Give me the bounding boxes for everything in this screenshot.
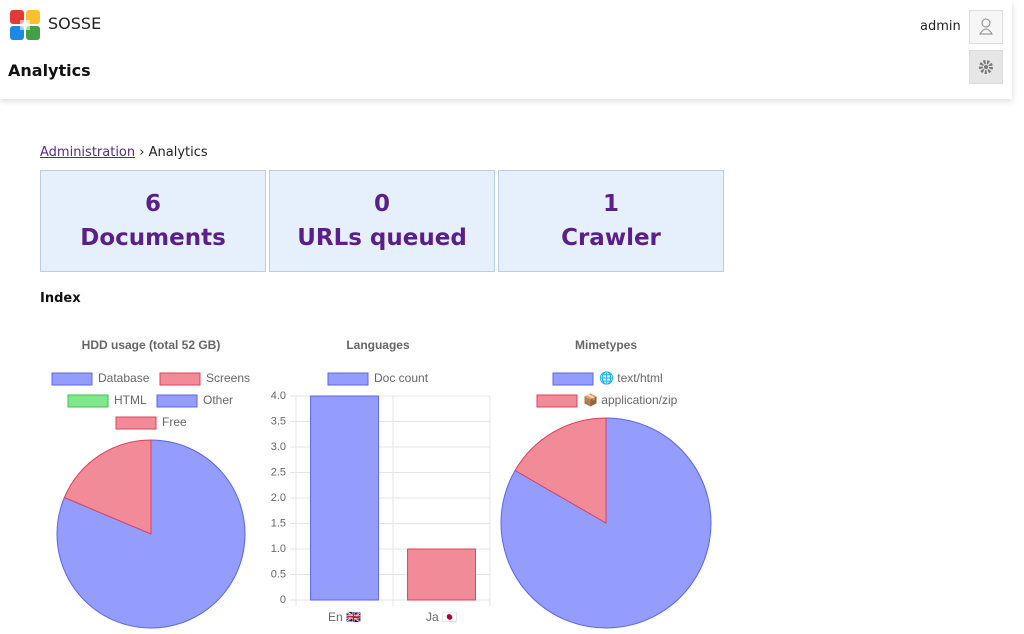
- bar: [407, 548, 476, 601]
- legend-swatch: [51, 372, 93, 386]
- legend-label: HTML: [114, 393, 147, 407]
- y-tick-label: 2.5: [271, 466, 286, 478]
- bar: [310, 395, 379, 601]
- x-tick-label: Ja 🇯🇵: [426, 610, 457, 624]
- y-tick-label: 2.0: [271, 492, 286, 504]
- legend-swatch: [327, 372, 369, 386]
- y-tick-label: 1.0: [271, 543, 286, 555]
- chart-title: Mimetypes: [575, 338, 637, 352]
- legend-swatch: [536, 394, 578, 408]
- y-tick-label: 0.5: [271, 568, 286, 580]
- stat-card[interactable]: 0 URLs queued: [269, 170, 495, 272]
- breadcrumb: Administration › Analytics: [40, 145, 208, 160]
- legend-label: Screens: [206, 371, 250, 385]
- brand[interactable]: SOSSE: [48, 14, 102, 33]
- header: SOSSE Analytics admin: [0, 0, 1012, 99]
- y-tick-label: 3.5: [271, 415, 286, 427]
- legend-label: Other: [203, 393, 233, 407]
- y-tick-label: 4.0: [271, 390, 286, 402]
- stat-label: URLs queued: [297, 225, 467, 251]
- stat-card[interactable]: 1 Crawler: [498, 170, 724, 272]
- breadcrumb-current: Analytics: [148, 145, 208, 160]
- stat-value: 6: [144, 191, 161, 217]
- legend-swatch: [115, 416, 157, 430]
- legend-label: Free: [162, 415, 187, 429]
- x-tick-label: En 🇬🇧: [328, 610, 361, 624]
- breadcrumb-separator: ›: [139, 145, 145, 160]
- stat-value: 1: [602, 191, 619, 217]
- chart-title: Languages: [346, 338, 410, 352]
- stat-card[interactable]: 6 Documents: [40, 170, 266, 272]
- logo[interactable]: [8, 8, 42, 42]
- breadcrumb-link[interactable]: Administration: [40, 145, 136, 160]
- legend-label: 🌐 text/html: [599, 371, 663, 385]
- user-button[interactable]: [969, 10, 1003, 44]
- legend-swatch: [159, 372, 201, 386]
- user-name: admin: [920, 19, 961, 34]
- section-title: Index: [40, 291, 81, 306]
- stat-label: Documents: [80, 225, 226, 251]
- legend-swatch: [552, 372, 594, 386]
- stat-label: Crawler: [561, 225, 661, 251]
- settings-button[interactable]: [969, 50, 1003, 84]
- legend-label: Doc count: [374, 371, 429, 385]
- y-tick-label: 3.0: [271, 441, 286, 453]
- pie-slice: [63, 439, 152, 535]
- legend-label: 📦 application/zip: [583, 393, 678, 407]
- legend-label: Database: [98, 371, 150, 385]
- page-title: Analytics: [8, 61, 91, 80]
- chart-title: HDD usage (total 52 GB): [82, 338, 221, 352]
- legend-swatch: [156, 394, 198, 408]
- y-tick-label: 0: [280, 594, 286, 606]
- legend-swatch: [67, 394, 109, 408]
- pie-slice: [514, 417, 607, 524]
- y-tick-label: 1.5: [271, 517, 286, 529]
- stat-value: 0: [373, 191, 390, 217]
